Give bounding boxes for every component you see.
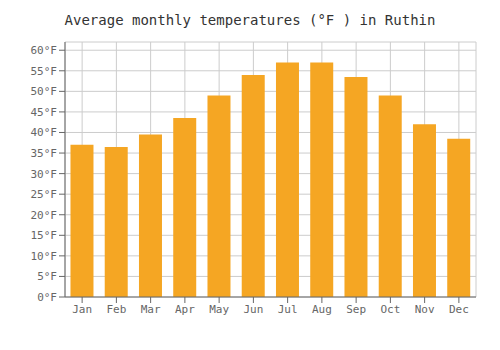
svg-text:20°F: 20°F — [31, 209, 58, 222]
svg-text:15°F: 15°F — [31, 229, 58, 242]
svg-text:25°F: 25°F — [31, 188, 58, 201]
svg-text:35°F: 35°F — [31, 147, 58, 160]
svg-text:May: May — [209, 303, 229, 316]
svg-text:50°F: 50°F — [31, 85, 58, 98]
svg-text:Apr: Apr — [175, 303, 195, 316]
svg-text:10°F: 10°F — [31, 250, 58, 263]
svg-text:Aug: Aug — [312, 303, 332, 316]
svg-text:Feb: Feb — [106, 303, 126, 316]
html-text:Average monthly temperatures (: Average monthly temperatures (°F ) in Ru… — [64, 12, 436, 28]
svg-text:Mar: Mar — [141, 303, 161, 316]
svg-text:45°F: 45°F — [31, 106, 58, 119]
svg-text:0°F: 0°F — [37, 291, 57, 304]
svg-text:Oct: Oct — [380, 303, 400, 316]
svg-text:Jun: Jun — [243, 303, 263, 316]
svg-text:Sep: Sep — [346, 303, 366, 316]
svg-text:55°F: 55°F — [31, 65, 58, 78]
svg-text:Dec: Dec — [449, 303, 469, 316]
svg-text:Nov: Nov — [415, 303, 435, 316]
svg-text:60°F: 60°F — [31, 44, 58, 57]
svg-text:Jan: Jan — [72, 303, 92, 316]
svg-text:40°F: 40°F — [31, 126, 58, 139]
svg-text:Jul: Jul — [278, 303, 298, 316]
svg-text:30°F: 30°F — [31, 168, 58, 181]
svg-text:5°F: 5°F — [37, 270, 57, 283]
